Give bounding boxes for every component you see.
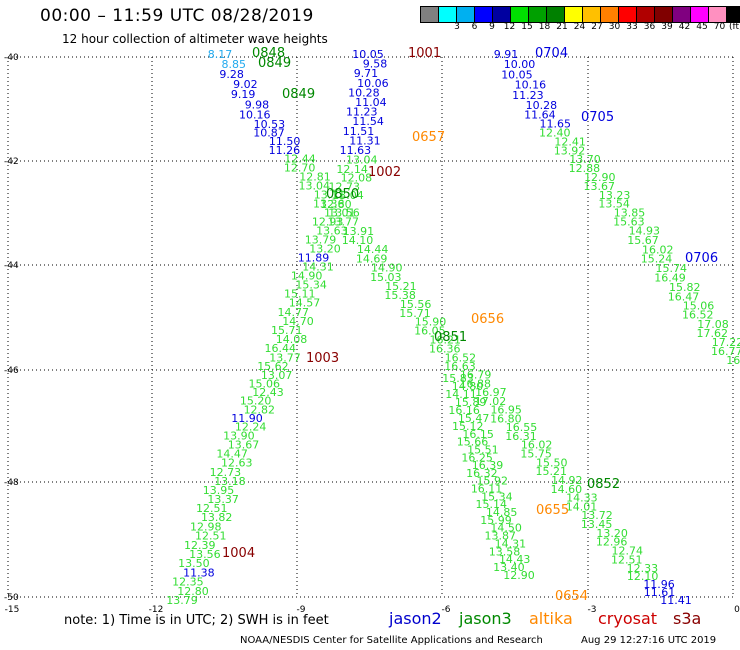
time-label: 1002	[368, 165, 401, 180]
wave-height-label: 12.90	[503, 569, 535, 582]
altimeter-map: -40-42-44-46-48-50-15 -12 -9 -6 -3 08.178.859…	[0, 0, 740, 650]
time-label: 0706	[685, 251, 718, 266]
satellite-jason3: jason3	[459, 609, 512, 628]
wave-height-label: 16.31	[726, 354, 740, 367]
time-label: 0851	[434, 330, 467, 345]
time-label: 0705	[581, 110, 614, 125]
time-label: 0704	[535, 46, 568, 61]
time-label: 0850	[326, 187, 359, 202]
lat-tick-label: -40	[4, 53, 19, 63]
lon-tick-label: -15	[5, 605, 20, 615]
time-label: 0656	[471, 312, 504, 327]
time-label: 0657	[412, 130, 445, 145]
footnote: note: 1) Time is in UTC; 2) SWH is in fe…	[64, 613, 329, 628]
time-label: 0849	[282, 87, 315, 102]
satellite-jason2: jason2	[389, 609, 442, 628]
time-label: 0849	[258, 56, 291, 71]
lon-tick-label: -6	[442, 605, 451, 615]
satellite-cryosat: cryosat	[598, 609, 657, 628]
time-label: 0654	[555, 589, 588, 604]
lat-tick-label: -46	[4, 366, 19, 376]
lat-tick-label: -44	[4, 261, 19, 271]
wave-height-label: 13.79	[166, 594, 198, 607]
time-label: 1003	[306, 351, 339, 366]
lon-tick-label: -3	[588, 605, 597, 615]
time-label: 1001	[408, 46, 441, 61]
generated-timestamp: Aug 29 12:27:16 UTC 2019	[581, 635, 716, 646]
lat-tick-label: -50	[4, 593, 19, 603]
time-label: 0655	[536, 503, 569, 518]
time-label: 0852	[587, 477, 620, 492]
satellite-altika: altika	[529, 609, 573, 628]
credit-text: NOAA/NESDIS Center for Satellite Applica…	[240, 635, 543, 646]
wave-height-label: 11.41	[660, 594, 692, 607]
lat-tick-label: -42	[4, 157, 19, 167]
lat-tick-label: -48	[4, 478, 19, 488]
time-label: 1004	[222, 546, 255, 561]
satellite-s3a: s3a	[673, 609, 701, 628]
lon-tick-label: 0	[734, 605, 740, 615]
